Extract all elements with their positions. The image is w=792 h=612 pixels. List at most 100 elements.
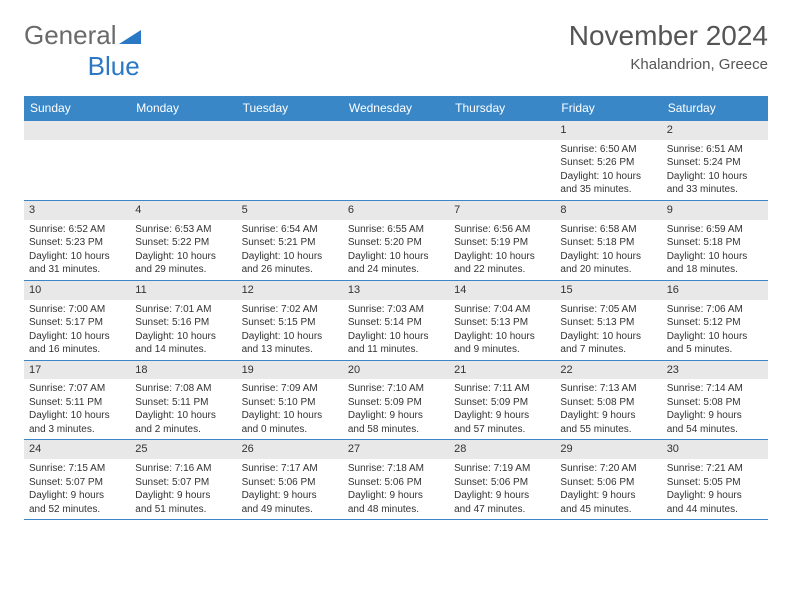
day-info-line: Sunset: 5:16 PM bbox=[135, 316, 231, 330]
day-body: Sunrise: 7:19 AMSunset: 5:06 PMDaylight:… bbox=[449, 459, 555, 519]
day-info-line: Daylight: 10 hours bbox=[454, 250, 550, 264]
day-info-line: and 49 minutes. bbox=[242, 503, 338, 517]
day-number bbox=[449, 121, 555, 140]
day-info-line: Sunset: 5:17 PM bbox=[29, 316, 125, 330]
day-body: Sunrise: 7:09 AMSunset: 5:10 PMDaylight:… bbox=[237, 379, 343, 439]
day-info-line: Daylight: 10 hours bbox=[560, 170, 656, 184]
calendar-day-cell: 6Sunrise: 6:55 AMSunset: 5:20 PMDaylight… bbox=[343, 201, 449, 280]
day-info-line: Daylight: 10 hours bbox=[135, 330, 231, 344]
day-body: Sunrise: 6:51 AMSunset: 5:24 PMDaylight:… bbox=[662, 140, 768, 200]
day-info-line: Sunrise: 6:54 AM bbox=[242, 223, 338, 237]
day-info-line: Sunrise: 7:17 AM bbox=[242, 462, 338, 476]
day-info-line: and 31 minutes. bbox=[29, 263, 125, 277]
day-number: 17 bbox=[24, 361, 130, 380]
calendar-day-cell: 19Sunrise: 7:09 AMSunset: 5:10 PMDayligh… bbox=[237, 361, 343, 440]
calendar-week: 3Sunrise: 6:52 AMSunset: 5:23 PMDaylight… bbox=[24, 200, 768, 280]
day-info-line: Sunrise: 7:03 AM bbox=[348, 303, 444, 317]
day-info-line: and 44 minutes. bbox=[667, 503, 763, 517]
day-body: Sunrise: 7:00 AMSunset: 5:17 PMDaylight:… bbox=[24, 300, 130, 360]
day-info-line: Daylight: 10 hours bbox=[242, 250, 338, 264]
day-info-line: Sunrise: 7:18 AM bbox=[348, 462, 444, 476]
day-number: 5 bbox=[237, 201, 343, 220]
day-info-line: Sunrise: 6:55 AM bbox=[348, 223, 444, 237]
day-info-line: Sunset: 5:08 PM bbox=[560, 396, 656, 410]
day-body: Sunrise: 7:21 AMSunset: 5:05 PMDaylight:… bbox=[662, 459, 768, 519]
day-number bbox=[130, 121, 236, 140]
day-info-line: Sunset: 5:21 PM bbox=[242, 236, 338, 250]
day-info-line: Sunrise: 7:11 AM bbox=[454, 382, 550, 396]
day-info-line: and 16 minutes. bbox=[29, 343, 125, 357]
day-body: Sunrise: 7:03 AMSunset: 5:14 PMDaylight:… bbox=[343, 300, 449, 360]
day-info-line: Sunset: 5:20 PM bbox=[348, 236, 444, 250]
day-info-line: Daylight: 10 hours bbox=[454, 330, 550, 344]
logo: General bbox=[24, 20, 141, 51]
day-body: Sunrise: 7:14 AMSunset: 5:08 PMDaylight:… bbox=[662, 379, 768, 439]
day-info-line: and 2 minutes. bbox=[135, 423, 231, 437]
day-info-line: Daylight: 9 hours bbox=[454, 489, 550, 503]
day-body: Sunrise: 7:16 AMSunset: 5:07 PMDaylight:… bbox=[130, 459, 236, 519]
day-number: 11 bbox=[130, 281, 236, 300]
day-info-line: Daylight: 9 hours bbox=[348, 409, 444, 423]
calendar-day-cell bbox=[237, 121, 343, 200]
calendar-day-cell: 1Sunrise: 6:50 AMSunset: 5:26 PMDaylight… bbox=[555, 121, 661, 200]
calendar-day-cell bbox=[130, 121, 236, 200]
calendar-week: 17Sunrise: 7:07 AMSunset: 5:11 PMDayligh… bbox=[24, 360, 768, 440]
calendar-day-cell: 4Sunrise: 6:53 AMSunset: 5:22 PMDaylight… bbox=[130, 201, 236, 280]
day-info-line: Sunrise: 6:58 AM bbox=[560, 223, 656, 237]
day-number: 3 bbox=[24, 201, 130, 220]
day-info-line: Sunset: 5:15 PM bbox=[242, 316, 338, 330]
day-info-line: Daylight: 9 hours bbox=[560, 489, 656, 503]
day-info-line: Sunrise: 7:09 AM bbox=[242, 382, 338, 396]
day-info-line: Sunset: 5:18 PM bbox=[667, 236, 763, 250]
day-info-line: Sunset: 5:26 PM bbox=[560, 156, 656, 170]
day-number: 24 bbox=[24, 440, 130, 459]
day-info-line: Sunset: 5:07 PM bbox=[135, 476, 231, 490]
calendar-day-cell: 5 Sunrise: 6:54 AMSunset: 5:21 PMDaylight… bbox=[237, 201, 343, 280]
day-info-line: and 26 minutes. bbox=[242, 263, 338, 277]
day-info-line: and 7 minutes. bbox=[560, 343, 656, 357]
day-info-line: Daylight: 10 hours bbox=[242, 330, 338, 344]
day-number: 30 bbox=[662, 440, 768, 459]
page-subtitle: Khalandrion, Greece bbox=[569, 56, 768, 73]
day-info-line: Daylight: 10 hours bbox=[667, 250, 763, 264]
day-info-line: Sunrise: 6:50 AM bbox=[560, 143, 656, 157]
logo-triangle-icon bbox=[119, 20, 141, 51]
day-info-line: Sunrise: 7:00 AM bbox=[29, 303, 125, 317]
day-info-line: Sunset: 5:09 PM bbox=[348, 396, 444, 410]
day-number: 28 bbox=[449, 440, 555, 459]
calendar-day-cell: 9Sunrise: 6:59 AMSunset: 5:18 PMDaylight… bbox=[662, 201, 768, 280]
calendar-day-cell: 3Sunrise: 6:52 AMSunset: 5:23 PMDaylight… bbox=[24, 201, 130, 280]
day-info-line: Sunrise: 7:14 AM bbox=[667, 382, 763, 396]
calendar-day-cell: 23Sunrise: 7:14 AMSunset: 5:08 PMDayligh… bbox=[662, 361, 768, 440]
calendar-day-cell: 21Sunrise: 7:11 AMSunset: 5:09 PMDayligh… bbox=[449, 361, 555, 440]
day-body: Sunrise: 7:07 AMSunset: 5:11 PMDaylight:… bbox=[24, 379, 130, 439]
day-info-line: and 57 minutes. bbox=[454, 423, 550, 437]
day-number: 22 bbox=[555, 361, 661, 380]
day-number: 14 bbox=[449, 281, 555, 300]
day-info-line: and 3 minutes. bbox=[29, 423, 125, 437]
day-info-line: Daylight: 9 hours bbox=[560, 409, 656, 423]
day-info-line: Sunrise: 7:08 AM bbox=[135, 382, 231, 396]
day-body: Sunrise: 6:50 AMSunset: 5:26 PMDaylight:… bbox=[555, 140, 661, 200]
day-info-line: and 22 minutes. bbox=[454, 263, 550, 277]
day-info-line: Sunset: 5:24 PM bbox=[667, 156, 763, 170]
day-info-line: Daylight: 10 hours bbox=[348, 330, 444, 344]
day-info-line: and 14 minutes. bbox=[135, 343, 231, 357]
calendar-day-cell: 14Sunrise: 7:04 AMSunset: 5:13 PMDayligh… bbox=[449, 281, 555, 360]
day-info-line: and 52 minutes. bbox=[29, 503, 125, 517]
day-info-line: Sunset: 5:19 PM bbox=[454, 236, 550, 250]
day-info-line: Daylight: 10 hours bbox=[135, 409, 231, 423]
calendar-day-cell: 15Sunrise: 7:05 AMSunset: 5:13 PMDayligh… bbox=[555, 281, 661, 360]
day-number: 2 bbox=[662, 121, 768, 140]
day-body: Sunrise: 7:02 AMSunset: 5:15 PMDaylight:… bbox=[237, 300, 343, 360]
day-info-line: Daylight: 9 hours bbox=[29, 489, 125, 503]
day-info-line: Daylight: 10 hours bbox=[29, 250, 125, 264]
day-number: 15 bbox=[555, 281, 661, 300]
logo-text-blue: Blue bbox=[88, 51, 140, 82]
day-number: 19 bbox=[237, 361, 343, 380]
day-info-line: Daylight: 9 hours bbox=[135, 489, 231, 503]
day-info-line: Sunrise: 6:59 AM bbox=[667, 223, 763, 237]
day-body: Sunrise: 6:52 AMSunset: 5:23 PMDaylight:… bbox=[24, 220, 130, 280]
calendar-day-cell: 20Sunrise: 7:10 AMSunset: 5:09 PMDayligh… bbox=[343, 361, 449, 440]
calendar-day-cell: 29Sunrise: 7:20 AMSunset: 5:06 PMDayligh… bbox=[555, 440, 661, 519]
